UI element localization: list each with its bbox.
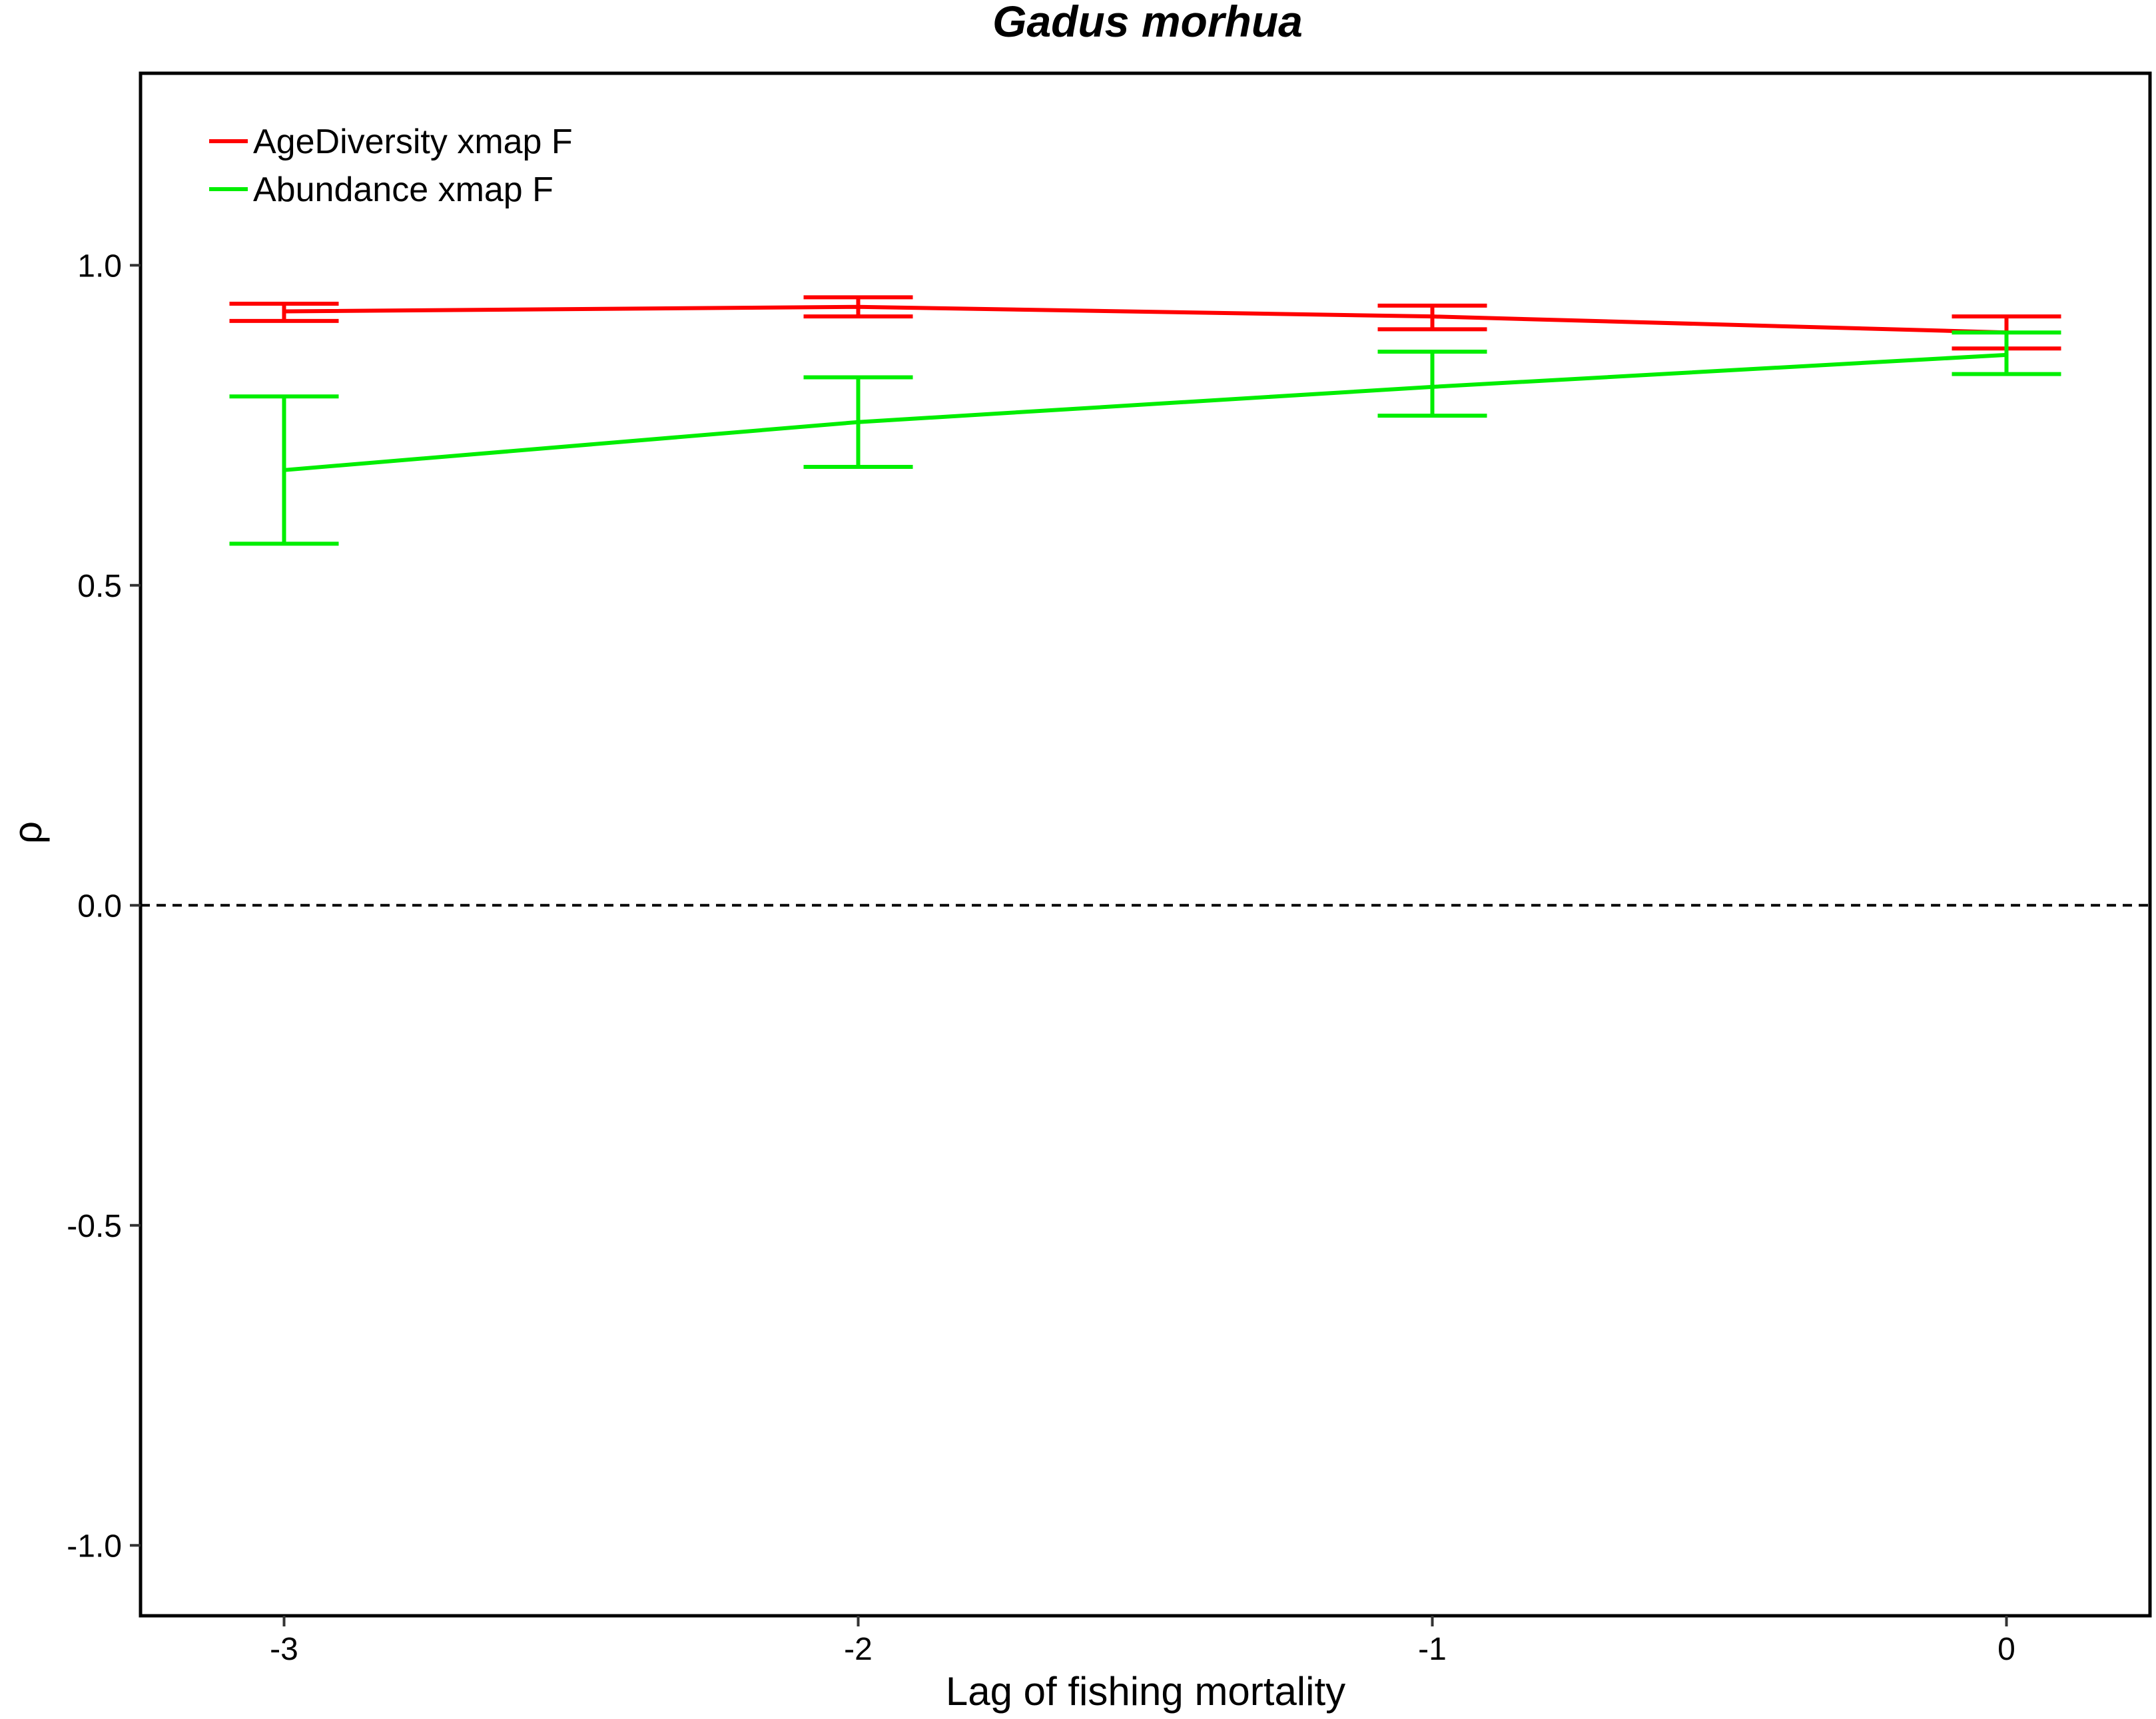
legend: AgeDiversity xmap F Abundance xmap F [209,123,573,209]
y-tick-label: -1.0 [67,1529,122,1564]
data-point [1432,316,1433,317]
series-1 [229,295,2061,351]
y-tick-label: 1.0 [77,248,122,284]
y-tick-label: 0.5 [77,569,122,604]
x-tick-label: 0 [1997,1632,2015,1667]
series-line [284,304,2007,335]
series-line [284,352,2007,472]
data-point [1432,386,1433,388]
x-axis-title: Lag of fishing mortality [946,1669,1345,1714]
x-tick-label: -3 [270,1632,298,1667]
data-point [2006,354,2007,356]
series-2 [229,330,2061,546]
y-axis-title: ρ [5,821,50,844]
data-point [858,306,859,308]
x-tick-label: -1 [1418,1632,1447,1667]
plot-frame [139,71,2152,1618]
x-tick-label: -2 [844,1632,873,1667]
legend-label: AgeDiversity xmap F [253,123,573,161]
chart-title: Gadus morhua [992,0,1303,46]
y-tick-label: -0.5 [67,1209,122,1244]
legend-label: Abundance xmap F [253,171,553,209]
y-tick-label: 0.0 [77,888,122,924]
